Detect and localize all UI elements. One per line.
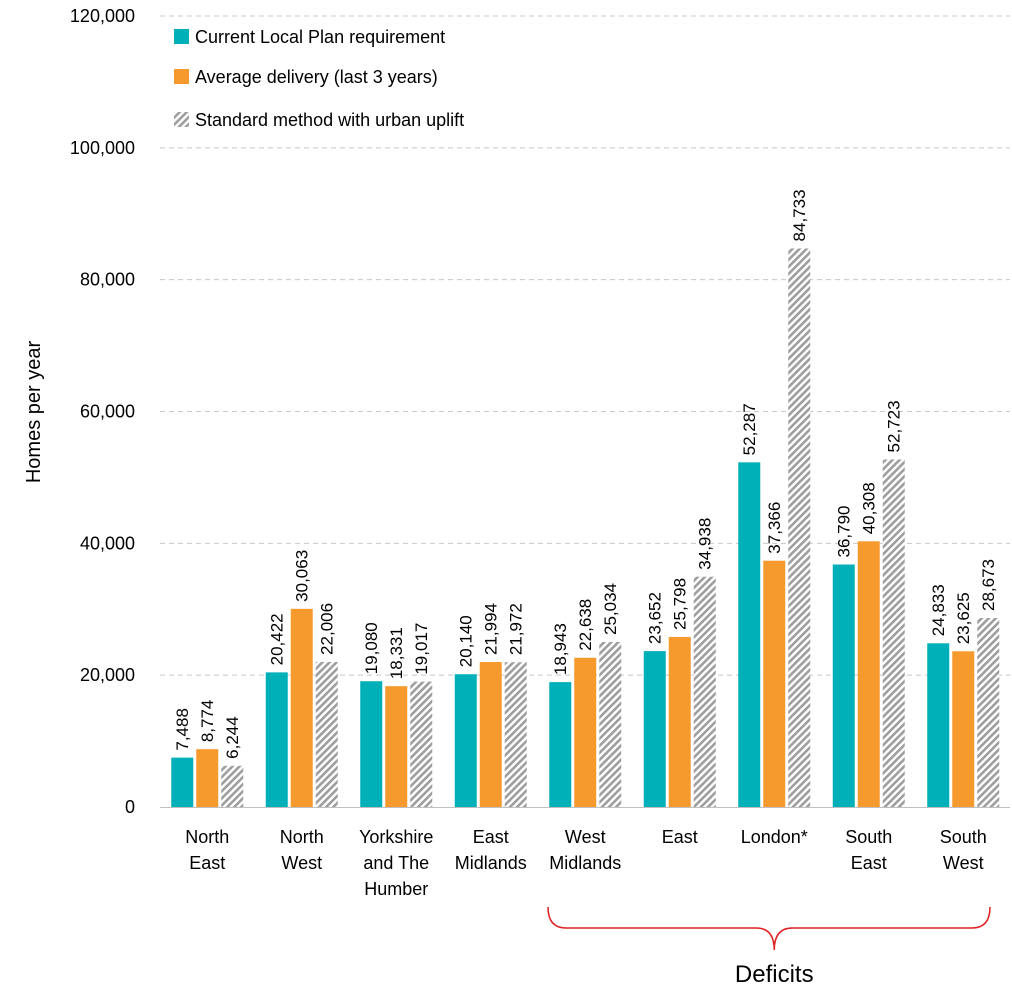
data-label: 23,652 — [646, 592, 665, 644]
data-label: 20,422 — [268, 613, 287, 665]
data-label: 22,006 — [318, 603, 337, 655]
bar-average-delivery — [763, 560, 786, 807]
bar-local-plan — [360, 681, 383, 807]
bar-average-delivery — [479, 662, 502, 807]
bar-standard-method — [788, 248, 811, 807]
bar-standard-method — [882, 459, 905, 807]
data-label: 25,798 — [671, 578, 690, 630]
data-label: 34,938 — [696, 518, 715, 570]
deficits-label: Deficits — [735, 961, 814, 988]
y-axis-title: Homes per year — [23, 341, 45, 484]
data-label: 25,034 — [601, 583, 620, 635]
bar-average-delivery — [196, 749, 219, 807]
y-tick-label: 40,000 — [80, 533, 135, 553]
data-labels: 7,488 8,774 6,244 20,422 30,063 22,006 19,080 1… — [173, 189, 998, 758]
data-label: 18,943 — [551, 623, 570, 675]
data-label: 21,972 — [507, 603, 526, 655]
deficits-bracket — [547, 906, 991, 951]
y-tick-label: 100,000 — [70, 138, 135, 158]
data-label: 84,733 — [790, 189, 809, 241]
legend: Current Local Plan requirement Average de… — [174, 27, 464, 130]
x-axis-categories: North East North West Yorkshire and The Humber… — [185, 827, 987, 899]
data-label: 6,244 — [223, 716, 242, 759]
bar-standard-method — [410, 681, 433, 807]
bar-standard-method — [504, 662, 527, 807]
x-category-label: East — [662, 827, 698, 847]
data-label: 8,774 — [198, 700, 217, 743]
data-label: 21,994 — [482, 603, 501, 655]
bar-average-delivery — [385, 686, 408, 807]
bar-local-plan — [927, 643, 950, 807]
bar-local-plan — [643, 651, 666, 807]
data-label: 40,308 — [860, 482, 879, 534]
bar-standard-method — [599, 641, 622, 807]
data-label: 7,488 — [173, 708, 192, 751]
data-label: 23,625 — [954, 592, 973, 644]
bar-local-plan — [738, 462, 761, 807]
legend-swatch — [174, 69, 189, 84]
x-category-label: West Midlands — [549, 827, 621, 873]
data-label: 24,833 — [929, 584, 948, 636]
y-axis-ticks: 0 20,000 40,000 60,000 80,000 100,000 120,000 — [70, 6, 135, 817]
bar-average-delivery — [290, 608, 313, 807]
y-tick-label: 20,000 — [80, 665, 135, 685]
legend-label: Current Local Plan requirement — [195, 27, 445, 47]
bar-standard-method — [977, 617, 1000, 807]
bar-standard-method — [315, 661, 338, 807]
bar-average-delivery — [857, 541, 880, 807]
x-category-label: East Midlands — [455, 827, 527, 873]
data-label: 22,638 — [576, 599, 595, 651]
y-tick-label: 120,000 — [70, 6, 135, 26]
y-tick-label: 0 — [125, 797, 135, 817]
legend-swatch — [174, 29, 189, 44]
bar-local-plan — [454, 674, 477, 807]
x-category-label: North East — [185, 827, 229, 873]
data-label: 36,790 — [835, 505, 854, 557]
bar-local-plan — [832, 564, 855, 807]
bars — [171, 248, 1000, 807]
bar-average-delivery — [952, 651, 975, 807]
legend-label: Standard method with urban uplift — [195, 110, 464, 130]
data-label: 28,673 — [979, 559, 998, 611]
y-tick-label: 80,000 — [80, 270, 135, 290]
data-label: 52,723 — [885, 400, 904, 452]
bar-local-plan — [171, 757, 194, 807]
bar-local-plan — [549, 682, 572, 807]
y-tick-label: 60,000 — [80, 402, 135, 422]
x-category-label: South West — [940, 827, 987, 873]
data-label: 20,140 — [457, 615, 476, 667]
x-category-label: South East — [845, 827, 892, 873]
data-label: 18,331 — [387, 627, 406, 679]
legend-label: Average delivery (last 3 years) — [195, 67, 438, 87]
data-label: 52,287 — [740, 403, 759, 455]
x-category-label: London* — [741, 827, 808, 847]
data-label: 30,063 — [293, 550, 312, 602]
data-label: 19,017 — [412, 623, 431, 675]
x-category-label: Yorkshire and The Humber — [359, 827, 433, 899]
data-label: 37,366 — [765, 502, 784, 554]
data-label: 19,080 — [362, 622, 381, 674]
x-category-label: North West — [280, 827, 324, 873]
legend-swatch — [174, 112, 189, 127]
bar-local-plan — [265, 672, 288, 807]
bar-standard-method — [221, 765, 244, 807]
bar-standard-method — [693, 576, 716, 807]
bar-average-delivery — [574, 657, 597, 807]
bar-average-delivery — [668, 636, 691, 807]
